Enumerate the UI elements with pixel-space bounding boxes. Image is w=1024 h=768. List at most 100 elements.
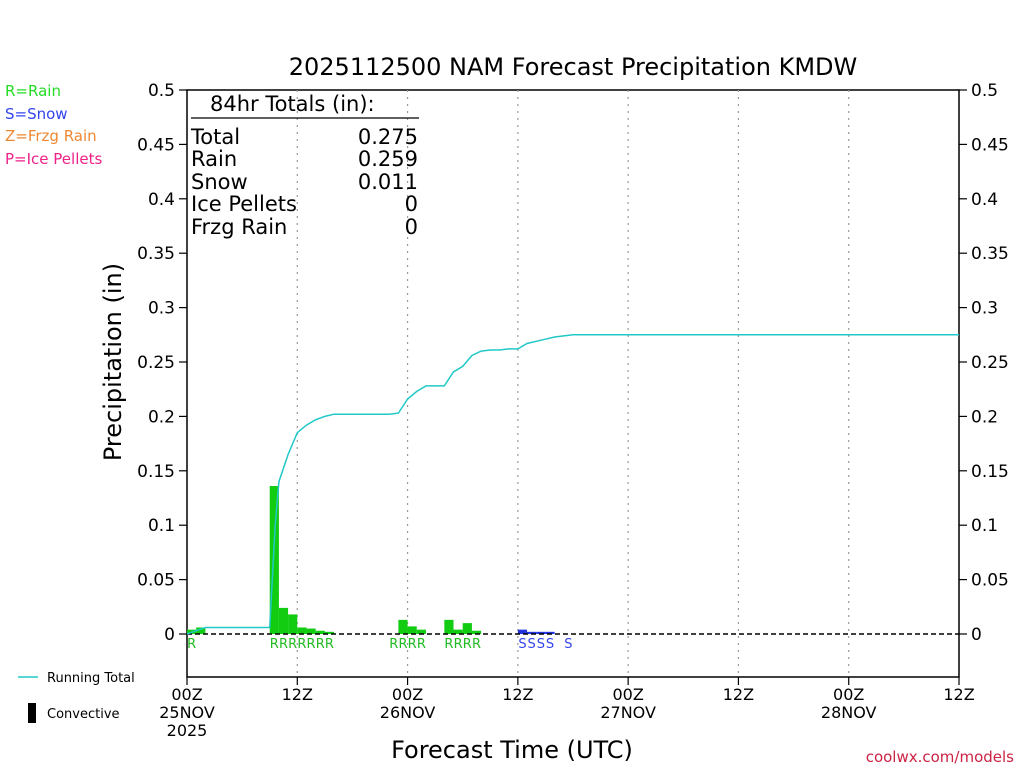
y-tick-label-right-6: 0.3 xyxy=(971,299,998,319)
x-tick-label-6-l1: 00Z xyxy=(833,685,864,704)
running-total-layer xyxy=(186,334,959,635)
y-tick-label-right-3: 0.15 xyxy=(971,462,1009,482)
y-tick-label-left-3: 0.15 xyxy=(137,462,175,482)
y-tick-label-left-7: 0.35 xyxy=(137,244,175,264)
precip-bar-11 xyxy=(416,629,426,634)
precip-bar-3 xyxy=(278,607,289,634)
y-ticks-layer: 0 00.05 0.050.1 0.10.15 0.150.2 0.20.25 0.250.… xyxy=(137,81,1009,645)
legend-frzg-rain: Z=Frzg Rain xyxy=(5,127,97,145)
y-tick-label-right-7: 0.35 xyxy=(971,244,1009,264)
y-tick-label-left-4: 0.2 xyxy=(148,407,175,427)
x-tick-label-5-l1: 12Z xyxy=(723,685,754,704)
precip-bar-1 xyxy=(196,627,206,634)
y-tick-label-left-1: 0.05 xyxy=(137,571,175,591)
y-tick-label-left-2: 0.1 xyxy=(148,516,175,536)
totals-label-total: Total xyxy=(190,125,240,149)
precip-bar-18 xyxy=(536,631,546,634)
ptype-label-2: R xyxy=(279,637,288,652)
totals-heading: 84hr Totals (in): xyxy=(210,92,375,116)
y-tick-label-right-1: 0.05 xyxy=(971,571,1009,591)
y-tick-label-left-9: 0.45 xyxy=(137,135,175,155)
totals-label-rain: Rain xyxy=(191,147,237,171)
x-tick-label-2-l2: 26NOV xyxy=(380,703,436,722)
ptype-label-8: R xyxy=(389,637,398,652)
y-tick-label-left-10: 0.5 xyxy=(148,81,175,101)
ptype-label-15: R xyxy=(472,637,481,652)
y-tick-label-left-8: 0.4 xyxy=(148,190,175,210)
ptype-label-13: R xyxy=(454,637,463,652)
ptype-label-14: R xyxy=(463,637,472,652)
precip-bar-2 xyxy=(269,486,279,634)
totals-value-ice-pellets: 0 xyxy=(405,192,418,216)
ptype-label-0: R xyxy=(187,637,196,652)
ptype-label-5: R xyxy=(307,637,316,652)
totals-value-frzg-rain: 0 xyxy=(405,215,418,239)
series-legend: Running Total Convective xyxy=(18,671,135,723)
y-tick-label-right-4: 0.2 xyxy=(971,407,998,427)
precip-bar-7 xyxy=(315,630,325,634)
legend-snow: S=Snow xyxy=(5,105,68,123)
totals-value-rain: 0.259 xyxy=(358,147,418,171)
bars-layer xyxy=(187,486,555,634)
x-axis-label: Forecast Time (UTC) xyxy=(391,736,633,764)
chart-title: 2025112500 NAM Forecast Precipitation KM… xyxy=(289,53,858,81)
ptype-label-16: S xyxy=(518,637,526,652)
totals-value-snow: 0.011 xyxy=(358,170,418,194)
ptype-label-18: S xyxy=(537,637,545,652)
precip-bar-8 xyxy=(324,631,335,634)
plot-frame xyxy=(186,89,960,678)
x-tick-label-0-l2: 25NOV xyxy=(159,703,215,722)
legend-rain: R=Rain xyxy=(5,82,61,100)
x-tick-label-6-l2: 28NOV xyxy=(821,703,877,722)
running-total-line xyxy=(186,334,959,635)
ptype-label-12: R xyxy=(444,637,453,652)
ptype-label-6: R xyxy=(316,637,325,652)
ptype-label-4: R xyxy=(297,637,306,652)
ptype-label-9: R xyxy=(398,637,407,652)
ptype-label-10: R xyxy=(408,637,417,652)
ptype-label-11: R xyxy=(417,637,426,652)
y-tick-label-right-0: 0 xyxy=(971,625,982,645)
y-tick-label-right-2: 0.1 xyxy=(971,516,998,536)
ptype-label-17: S xyxy=(528,637,536,652)
totals-label-snow: Snow xyxy=(191,170,248,194)
ptype-label-1: R xyxy=(270,637,279,652)
precip-bar-4 xyxy=(288,614,298,634)
y-tick-label-left-0: 0 xyxy=(164,625,175,645)
totals-value-total: 0.275 xyxy=(358,125,418,149)
precip-bar-6 xyxy=(306,628,316,634)
ptype-label-3: R xyxy=(288,637,297,652)
precip-bar-16 xyxy=(517,629,528,634)
x-tick-label-0-l3: 2025 xyxy=(167,721,208,740)
totals-label-frzg-rain: Frzg Rain xyxy=(191,215,287,239)
precip-bar-14 xyxy=(462,623,472,634)
y-tick-label-right-5: 0.25 xyxy=(971,353,1009,373)
credit-text: coolwx.com/models xyxy=(866,748,1014,766)
ptype-label-19: S xyxy=(546,637,554,652)
y-axis-label: Precipitation (in) xyxy=(99,263,127,461)
precip-bar-10 xyxy=(407,626,417,634)
y-tick-label-right-9: 0.45 xyxy=(971,135,1009,155)
precip-bar-5 xyxy=(297,627,307,634)
legend-ice-pellets: P=Ice Pellets xyxy=(5,150,102,168)
precip-bar-9 xyxy=(398,619,408,634)
x-tick-label-4-l1: 00Z xyxy=(612,685,643,704)
precip-bar-19 xyxy=(545,631,555,634)
ptype-label-7: R xyxy=(325,637,334,652)
running-total-legend-label: Running Total xyxy=(47,671,135,686)
precip-bar-17 xyxy=(527,631,537,634)
ptype-legend: R=Rain S=Snow Z=Frzg Rain P=Ice Pellets xyxy=(5,82,102,168)
x-tick-label-2-l1: 00Z xyxy=(392,685,423,704)
x-tick-label-0-l1: 00Z xyxy=(171,685,202,704)
x-tick-label-3-l1: 12Z xyxy=(502,685,533,704)
y-tick-label-right-10: 0.5 xyxy=(971,81,998,101)
totals-box: 84hr Totals (in): Total 0.275 Rain 0.259… xyxy=(190,92,419,239)
convective-legend-label: Convective xyxy=(47,707,120,722)
totals-label-ice-pellets: Ice Pellets xyxy=(191,192,297,216)
precip-bar-13 xyxy=(453,629,463,634)
ptype-label-20: S xyxy=(564,637,572,652)
x-tick-label-4-l2: 27NOV xyxy=(600,703,656,722)
y-tick-label-left-5: 0.25 xyxy=(137,353,175,373)
